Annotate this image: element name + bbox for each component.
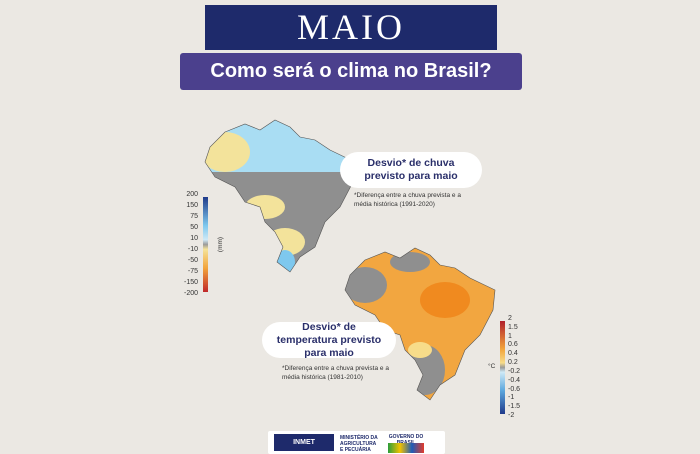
legend-label: 50 xyxy=(190,224,198,231)
temperature-color-bar xyxy=(500,321,505,414)
footer: INMET MINISTÉRIO DA AGRICULTURA E PECUÁR… xyxy=(268,431,445,454)
legend-label: -200 xyxy=(183,290,198,297)
legend-label: 1.5 xyxy=(508,323,518,331)
legend-label: 1 xyxy=(508,332,512,340)
legend-label: -1 xyxy=(508,394,515,402)
government-logo xyxy=(388,443,424,453)
rain-label: Desvio* de chuva previsto para maio xyxy=(340,152,482,188)
legend-label: 0.2 xyxy=(508,359,518,367)
legend-label: -2 xyxy=(508,412,515,419)
legend-label: 200 xyxy=(186,191,198,198)
legend-label: 10 xyxy=(190,235,198,242)
temperature-legend: 2 1.5 1 0.6 0.4 0.2 -0.2 -0.4 -0.6 -1 -1.5 -2 xyxy=(508,315,532,419)
rain-unit: (mm) xyxy=(217,236,225,253)
ministry: MINISTÉRIO DA AGRICULTURA E PECUÁRIA xyxy=(340,435,378,453)
legend-label: -10 xyxy=(187,246,198,253)
legend-label: -1.5 xyxy=(508,403,521,411)
legend-label: 2 xyxy=(508,315,512,322)
legend-label: 150 xyxy=(186,202,198,209)
temperature-unit: °C xyxy=(488,363,496,370)
legend-label: -50 xyxy=(187,257,198,264)
legend-label: -75 xyxy=(187,268,198,275)
subtitle: Como será o clima no Brasil? xyxy=(180,53,522,90)
legend-label: -0.6 xyxy=(508,385,521,393)
title: MAIO xyxy=(205,5,497,50)
rain-color-bar xyxy=(203,197,208,292)
inmet-logo: INMET xyxy=(274,434,334,451)
legend-label: -0.2 xyxy=(508,367,521,375)
legend-label: -0.4 xyxy=(508,376,521,384)
rain-legend: 200 150 75 50 10 -10 -50 -75 -150 -200 xyxy=(176,191,200,297)
temperature-label: Desvio* de temperatura previsto para mai… xyxy=(262,321,396,359)
temperature-note: *Diferença entre a chuva prevista e a mé… xyxy=(282,365,389,381)
legend-label: 0.6 xyxy=(508,341,518,349)
rain-note: *Diferença entre a chuva prevista e a mé… xyxy=(354,192,461,208)
legend-label: 75 xyxy=(190,213,198,220)
legend-label: 0.4 xyxy=(508,350,518,358)
legend-label: -150 xyxy=(183,279,198,286)
rain-map xyxy=(204,119,356,273)
